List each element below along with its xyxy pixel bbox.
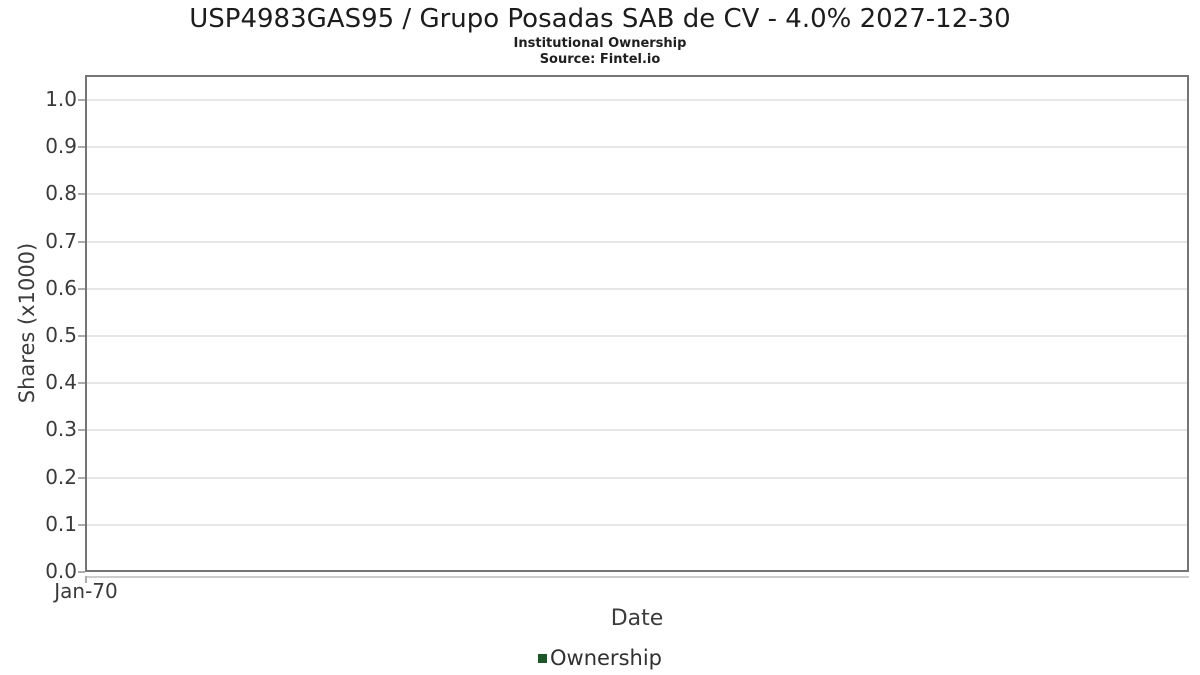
gridline bbox=[87, 476, 1187, 479]
y-tick-mark bbox=[78, 571, 85, 573]
y-tick-label: 0.3 bbox=[45, 417, 77, 442]
chart-source: Source: Fintel.io bbox=[539, 52, 661, 67]
y-tick-label: 0.1 bbox=[45, 511, 77, 536]
x-tick-label: Jan-70 bbox=[54, 579, 118, 603]
y-tick-mark bbox=[78, 99, 85, 101]
gridline bbox=[87, 240, 1187, 243]
y-tick-mark bbox=[78, 240, 85, 243]
y-tick-label: 0.0 bbox=[45, 559, 77, 584]
y-tick-mark bbox=[78, 523, 85, 526]
y-tick-label: 0.2 bbox=[45, 464, 77, 489]
gridline bbox=[87, 287, 1187, 290]
plot-area bbox=[85, 75, 1189, 572]
y-tick-label: 0.7 bbox=[45, 228, 77, 253]
chart-subtitle: Institutional Ownership bbox=[513, 36, 687, 51]
y-tick-label: 0.9 bbox=[45, 134, 77, 159]
y-tick-mark bbox=[78, 146, 85, 149]
y-tick-mark bbox=[78, 476, 85, 479]
y-tick-mark bbox=[78, 429, 85, 432]
y-tick-mark bbox=[78, 287, 85, 290]
y-tick-mark bbox=[78, 335, 85, 337]
legend-marker-square-icon bbox=[538, 654, 547, 663]
gridline bbox=[87, 193, 1187, 196]
gridline bbox=[87, 429, 1187, 432]
gridline bbox=[87, 99, 1187, 101]
y-tick-label: 0.4 bbox=[45, 370, 77, 395]
x-axis-title: Date bbox=[610, 606, 664, 631]
y-tick-mark bbox=[78, 193, 85, 196]
y-tick-label: 0.5 bbox=[45, 323, 77, 348]
y-axis-title: Shares (x1000) bbox=[15, 242, 39, 404]
y-tick-label: 1.0 bbox=[45, 87, 77, 112]
y-tick-label: 0.8 bbox=[45, 181, 77, 206]
chart-title: USP4983GAS95 / Grupo Posadas SAB de CV -… bbox=[189, 4, 1011, 34]
y-tick-label: 0.6 bbox=[45, 275, 77, 300]
x-tick-mark bbox=[85, 576, 87, 583]
gridline bbox=[87, 382, 1187, 385]
gridline bbox=[87, 523, 1187, 526]
legend: Ownership bbox=[0, 645, 1200, 671]
legend-label: Ownership bbox=[550, 645, 662, 670]
x-axis-line bbox=[85, 576, 1189, 578]
gridline bbox=[87, 146, 1187, 149]
y-tick-mark bbox=[78, 382, 85, 385]
gridline bbox=[87, 335, 1187, 337]
